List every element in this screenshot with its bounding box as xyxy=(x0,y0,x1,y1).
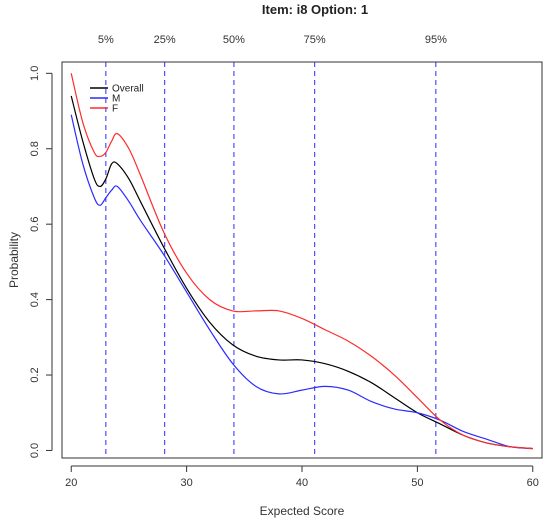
y-tick-label-5: 1.0 xyxy=(29,66,41,81)
x-tick-label-3: 50 xyxy=(411,477,423,489)
percentile-labels: 5% 25% 50% 75% 95% xyxy=(98,34,447,46)
legend-label-f: F xyxy=(112,104,118,115)
percentile-lines xyxy=(105,62,437,458)
plot-frame xyxy=(61,61,543,459)
percentile-label-0: 5% xyxy=(98,34,114,46)
y-axis: 0.0 0.2 0.4 0.6 0.8 1.0 xyxy=(29,66,53,458)
series-line-overall xyxy=(70,95,533,450)
y-tick-label-0: 0.0 xyxy=(29,443,41,458)
x-tick-label-2: 40 xyxy=(296,477,308,489)
series-line-m xyxy=(70,114,533,450)
y-tick-label-3: 0.6 xyxy=(29,217,41,232)
percentile-label-3: 75% xyxy=(304,34,326,46)
x-tick-label-4: 60 xyxy=(527,477,539,489)
y-tick-label-2: 0.4 xyxy=(29,292,41,307)
x-axis-label: Expected Score xyxy=(260,504,345,518)
y-tick-label-4: 0.8 xyxy=(29,141,41,156)
legend-label-overall: Overall xyxy=(112,84,144,95)
legend-label-m: M xyxy=(112,94,120,105)
x-tick-label-1: 30 xyxy=(180,477,192,489)
y-tick-label-1: 0.2 xyxy=(29,367,41,382)
y-axis-label: Probability xyxy=(7,232,21,288)
series-group xyxy=(70,73,533,450)
series-line-f xyxy=(70,73,533,450)
chart-title: Item: i8 Option: 1 xyxy=(262,2,368,17)
percentile-label-1: 25% xyxy=(154,34,176,46)
percentile-label-2: 50% xyxy=(223,34,245,46)
x-axis: 20 30 40 50 60 xyxy=(65,465,539,489)
x-tick-label-0: 20 xyxy=(65,477,77,489)
percentile-label-4: 95% xyxy=(425,34,447,46)
